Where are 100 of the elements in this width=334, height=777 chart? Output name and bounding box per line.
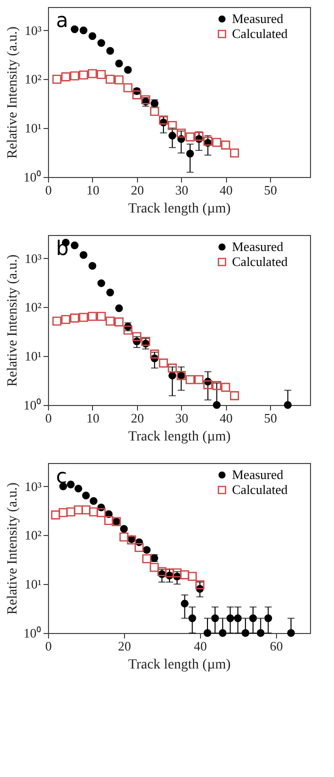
point xyxy=(134,543,144,552)
point xyxy=(212,381,222,390)
point xyxy=(80,26,88,34)
x-tick-label: 30 xyxy=(175,410,188,426)
point xyxy=(70,25,79,34)
x-tick-label: 20 xyxy=(130,182,144,198)
point xyxy=(141,336,150,346)
point xyxy=(58,508,68,518)
point xyxy=(74,484,82,492)
point xyxy=(186,150,194,158)
point xyxy=(203,380,212,390)
point xyxy=(52,74,62,84)
y-tick-label: 10¹ xyxy=(24,576,42,592)
point xyxy=(61,315,70,324)
point xyxy=(66,480,75,488)
point xyxy=(211,614,219,622)
point xyxy=(66,507,76,516)
point xyxy=(168,372,176,380)
annotation: c xyxy=(56,464,67,488)
y-axis-title: Relative Intensity (a.u.) xyxy=(6,482,20,615)
point xyxy=(114,317,124,326)
point xyxy=(97,279,106,288)
point xyxy=(157,567,166,576)
y-tick-label: 10¹ xyxy=(24,348,42,364)
point xyxy=(172,568,182,578)
point xyxy=(212,401,221,409)
point xyxy=(88,69,97,78)
point xyxy=(186,132,195,142)
point xyxy=(194,375,204,384)
y-tick-label: 10² xyxy=(24,528,42,543)
point xyxy=(188,614,196,622)
point xyxy=(212,138,222,147)
point xyxy=(142,554,152,564)
x-tick-label: 40 xyxy=(220,182,233,198)
point xyxy=(256,629,265,637)
point xyxy=(106,288,114,296)
point xyxy=(230,148,240,158)
point xyxy=(221,140,230,150)
point xyxy=(70,242,79,250)
x-tick-label: 20 xyxy=(130,410,144,426)
point xyxy=(287,629,295,637)
point xyxy=(106,316,115,326)
point xyxy=(82,492,90,500)
x-tick-label: 50 xyxy=(264,410,278,426)
point xyxy=(123,326,132,335)
point xyxy=(168,132,176,140)
point xyxy=(264,614,272,622)
point xyxy=(158,358,168,368)
point xyxy=(188,572,197,581)
x-tick-label: 40 xyxy=(220,410,233,426)
legend-label: Calculated xyxy=(232,254,288,269)
point xyxy=(80,251,88,259)
point xyxy=(115,304,123,312)
y-tick-label: 10⁰ xyxy=(24,170,42,184)
x-tick-label: 0 xyxy=(45,410,52,426)
point xyxy=(249,614,257,622)
point xyxy=(120,524,128,533)
y-tick-label: 10³ xyxy=(24,22,42,38)
x-axis-title: Track length (µm) xyxy=(128,658,232,672)
point xyxy=(97,39,106,47)
point xyxy=(226,614,234,622)
legend-label: Measured xyxy=(232,239,284,254)
point xyxy=(234,614,242,622)
point xyxy=(132,332,142,342)
point xyxy=(96,70,106,80)
x-tick-label: 50 xyxy=(264,182,278,198)
point xyxy=(150,106,160,116)
point xyxy=(104,516,114,526)
point xyxy=(150,562,159,572)
y-tick-label: 10³ xyxy=(24,250,42,266)
legend-label: Calculated xyxy=(232,482,288,497)
y-tick-label: 10² xyxy=(24,300,42,315)
y-tick-label: 10³ xyxy=(24,478,42,494)
point xyxy=(81,505,90,514)
point xyxy=(168,120,177,130)
x-tick-label: 60 xyxy=(270,638,283,654)
x-tick-label: 40 xyxy=(194,638,207,654)
x-tick-label: 20 xyxy=(118,638,131,654)
point xyxy=(79,312,88,322)
point xyxy=(164,568,174,578)
point xyxy=(90,497,98,505)
y-tick-label: 10⁰ xyxy=(24,626,42,640)
point xyxy=(141,95,150,104)
y-axis-title: Relative Intensity (a.u.) xyxy=(6,26,20,159)
point xyxy=(176,128,186,138)
point xyxy=(79,70,88,80)
x-tick-label: 30 xyxy=(175,182,188,198)
point xyxy=(106,74,115,84)
point xyxy=(142,546,151,554)
point xyxy=(88,262,96,270)
point xyxy=(132,90,142,100)
point xyxy=(96,508,106,518)
point xyxy=(88,32,96,40)
point xyxy=(88,312,97,321)
point xyxy=(114,75,124,84)
point xyxy=(106,47,114,55)
point xyxy=(74,505,83,514)
point xyxy=(195,580,204,590)
point xyxy=(158,116,168,125)
x-tick-label: 10 xyxy=(86,182,100,198)
